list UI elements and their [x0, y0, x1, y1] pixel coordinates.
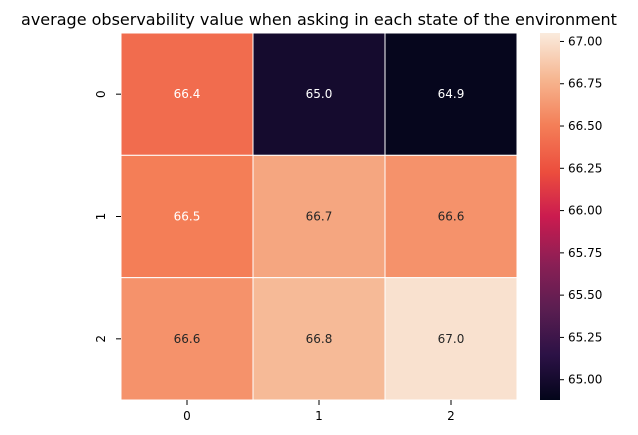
x-axis: 0 1 2 — [183, 400, 455, 423]
heatmap-cell-1-2 — [384, 154, 518, 279]
cell-value-1-1: 66.7 — [306, 210, 333, 224]
cell-value-2-0: 66.6 — [174, 332, 201, 346]
heatmap-cell-2-1 — [252, 277, 386, 401]
colorbar: 65.00 65.25 65.50 65.75 66.00 66.25 66.50 66.75… — [540, 33, 602, 400]
cell-value-2-2: 67.0 — [438, 332, 465, 346]
y-tick-label-2: 2 — [94, 335, 108, 343]
chart-title: average observability value when asking … — [21, 10, 617, 29]
cell-value-0-2: 64.9 — [438, 87, 465, 101]
x-tick-label-2: 2 — [447, 409, 455, 423]
cell-value-1-0: 66.5 — [174, 210, 201, 224]
heatmap-cell-1-1 — [252, 154, 386, 279]
heatmap-cell-0-1 — [252, 32, 386, 156]
x-tick-label-0: 0 — [183, 409, 191, 423]
y-tick-label-0: 0 — [94, 90, 108, 98]
heatmap-cell-1-0 — [120, 154, 254, 279]
x-tick-label-1: 1 — [315, 409, 323, 423]
colorbar-tick-label-0: 65.00 — [568, 373, 602, 387]
heatmap-cell-0-0 — [120, 32, 254, 156]
cell-value-1-2: 66.6 — [438, 210, 465, 224]
colorbar-gradient — [540, 33, 560, 400]
heatmap-cell-0-2 — [384, 32, 518, 156]
y-axis: 0 1 2 — [94, 90, 121, 343]
colorbar-tick-label-3: 65.75 — [568, 246, 602, 260]
cell-value-0-0: 66.4 — [174, 87, 201, 101]
heatmap-cells: 66.4 65.0 64.9 66.5 66.7 66.6 66.6 66.8 67.0 — [120, 32, 518, 401]
colorbar-tick-label-4: 66.00 — [568, 204, 602, 218]
colorbar-tick-label-5: 66.25 — [568, 161, 602, 175]
y-tick-label-1: 1 — [94, 213, 108, 221]
colorbar-tick-label-8: 67.00 — [568, 34, 602, 48]
cell-value-2-1: 66.8 — [306, 332, 333, 346]
colorbar-tick-label-1: 65.25 — [568, 330, 602, 344]
cell-value-0-1: 65.0 — [306, 87, 333, 101]
colorbar-tick-label-2: 65.50 — [568, 288, 602, 302]
colorbar-tick-label-7: 66.75 — [568, 77, 602, 91]
colorbar-tick-label-6: 66.50 — [568, 119, 602, 133]
